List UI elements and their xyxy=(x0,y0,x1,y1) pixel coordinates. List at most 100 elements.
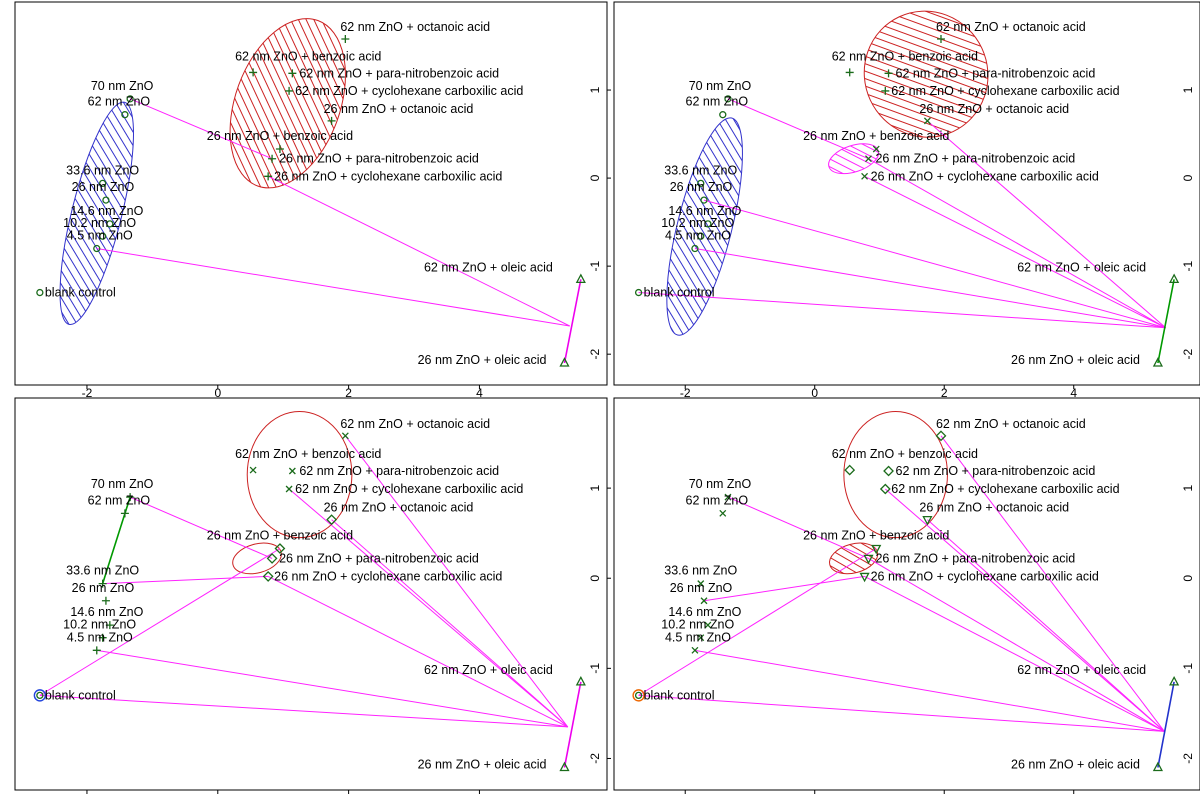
point-zno26-benzoic: 26 nm ZnO + benzoic acid xyxy=(207,129,353,154)
point-zno62: 62 nm ZnO xyxy=(686,95,749,119)
group-ellipse-blue xyxy=(59,101,134,326)
marker-zno62-octanoic xyxy=(341,34,350,43)
point-zno26-cyclohexane: 26 nm ZnO + cyclohexane carboxilic acid xyxy=(264,169,502,183)
point-zno62-benzoic: 62 nm ZnO + benzoic acid xyxy=(832,49,978,77)
y-tick-label: 1 xyxy=(1181,86,1195,93)
label-zno26-paranitrobenzoic: 26 nm ZnO + para-nitrobenzoic acid xyxy=(875,551,1075,565)
connector-line xyxy=(927,519,1165,732)
point-zno10: 10.2 nm ZnO xyxy=(661,618,735,642)
label-blank-control: blank control xyxy=(644,688,715,702)
label-zno26-cyclohexane: 26 nm ZnO + cyclohexane carboxilic acid xyxy=(274,569,502,583)
label-zno26-oleic: 26 nm ZnO + oleic acid xyxy=(1011,757,1140,771)
connector-line xyxy=(267,175,570,327)
label-zno62-paranitrobenzoic: 62 nm ZnO + para-nitrobenzoic acid xyxy=(299,464,499,478)
marker-zno26-octanoic xyxy=(922,516,933,526)
point-zno62-octanoic: 62 nm ZnO + octanoic acid xyxy=(340,20,490,43)
group-segment xyxy=(1157,279,1175,364)
point-zno33: 33.6 nm ZnO xyxy=(664,564,738,588)
group-segment xyxy=(101,496,131,584)
marker-zno26 xyxy=(700,196,708,204)
label-zno62-octanoic: 62 nm ZnO + octanoic acid xyxy=(936,20,1086,34)
point-zno62: 62 nm ZnO xyxy=(88,95,150,119)
point-zno26-octanoic: 26 nm ZnO + octanoic acid xyxy=(324,501,473,526)
connector-line xyxy=(638,694,1165,732)
connector-line xyxy=(344,435,569,728)
group-segment xyxy=(563,681,582,768)
marker-zno70 xyxy=(724,95,732,103)
point-zno62: 62 nm ZnO xyxy=(686,493,748,517)
marker-zno4 xyxy=(92,646,101,655)
panel-frame xyxy=(613,1,1200,386)
label-zno4: 4.5 nm ZnO xyxy=(665,630,731,644)
point-zno62-paranitrobenzoic: 62 nm ZnO + para-nitrobenzoic acid xyxy=(288,66,499,80)
marker-zno14 xyxy=(106,220,114,228)
x-tick-label: 2 xyxy=(345,386,352,400)
label-zno26-octanoic: 26 nm ZnO + octanoic acid xyxy=(919,102,1069,116)
marker-zno26-oleic xyxy=(559,357,570,367)
connector-line xyxy=(638,292,1166,329)
point-zno62-paranitrobenzoic: 62 nm ZnO + para-nitrobenzoic acid xyxy=(883,464,1095,478)
x-tick-label: 2 xyxy=(941,386,948,400)
point-zno62-benzoic: 62 nm ZnO + benzoic acid xyxy=(235,447,381,474)
connector-line xyxy=(96,649,568,728)
marker-zno26-octanoic xyxy=(327,116,336,125)
marker-zno26-cyclohexane xyxy=(859,572,870,583)
point-zno26-paranitrobenzoic: 26 nm ZnO + para-nitrobenzoic acid xyxy=(865,152,1075,166)
marker-zno26 xyxy=(101,596,110,605)
marker-zno26-benzoic xyxy=(871,544,882,555)
point-zno33: 33.6 nm ZnO xyxy=(66,564,139,588)
label-zno4: 4.5 nm ZnO xyxy=(67,630,133,644)
connector-line xyxy=(129,98,273,160)
y-tick-label: -1 xyxy=(1181,260,1195,271)
point-zno62: 62 nm ZnO xyxy=(88,493,150,518)
point-zno26-oleic: 26 nm ZnO + oleic acid xyxy=(1011,353,1163,367)
x-tick-label: -2 xyxy=(82,386,93,400)
label-zno33: 33.6 nm ZnO xyxy=(66,564,139,578)
point-zno26-paranitrobenzoic: 26 nm ZnO + para-nitrobenzoic acid xyxy=(268,152,479,166)
marker-zno26-benzoic xyxy=(274,543,286,554)
x-tick-label: 0 xyxy=(811,386,818,400)
marker-zno70 xyxy=(126,95,134,103)
point-zno26-benzoic: 26 nm ZnO + benzoic acid xyxy=(803,528,949,555)
point-zno62-octanoic: 62 nm ZnO + octanoic acid xyxy=(936,20,1086,43)
marker-zno62-octanoic xyxy=(341,432,349,440)
label-zno26-cyclohexane: 26 nm ZnO + cyclohexane carboxilic acid xyxy=(871,569,1099,583)
connector-line xyxy=(267,575,568,728)
marker-zno62-oleic xyxy=(1169,273,1180,283)
point-zno62-oleic: 62 nm ZnO + oleic acid xyxy=(424,260,586,283)
point-blank-control: blank control xyxy=(632,688,715,702)
point-zno62-cyclohexane: 62 nm ZnO + cyclohexane carboxilic acid xyxy=(881,84,1120,98)
marker-zno26-oleic xyxy=(559,761,570,772)
label-zno26-paranitrobenzoic: 26 nm ZnO + para-nitrobenzoic acid xyxy=(279,152,479,166)
y-tick-label: -1 xyxy=(588,260,602,271)
marker-zno4 xyxy=(93,244,101,253)
marker-zno62 xyxy=(719,509,727,517)
label-zno26-octanoic: 26 nm ZnO + octanoic acid xyxy=(919,501,1069,515)
marker-zno10 xyxy=(697,634,705,642)
x-tick-label: -2 xyxy=(680,386,691,400)
point-zno62-oleic: 62 nm ZnO + oleic acid xyxy=(424,663,586,686)
connector-line xyxy=(727,98,869,160)
panel-plot-area: 62 nm ZnO + octanoic acid 62 nm ZnO + ben… xyxy=(33,411,586,772)
point-zno62-octanoic: 62 nm ZnO + octanoic acid xyxy=(935,417,1086,442)
label-zno62-benzoic: 62 nm ZnO + benzoic acid xyxy=(235,49,381,63)
marker-zno62-oleic xyxy=(575,273,586,283)
label-zno62-octanoic: 62 nm ZnO + octanoic acid xyxy=(340,417,490,431)
group-ellipse-red xyxy=(246,411,353,539)
label-zno70: 70 nm ZnO xyxy=(689,79,752,93)
marker-zno26-cyclohexane xyxy=(264,172,273,181)
marker-zno26-paranitrobenzoic xyxy=(865,155,872,163)
label-zno62: 62 nm ZnO xyxy=(686,95,749,109)
connector-line xyxy=(703,199,1166,329)
y-tick-label: -2 xyxy=(588,349,602,360)
connector-line xyxy=(694,649,1165,732)
y-tick-label: -1 xyxy=(588,663,602,674)
point-zno26: 26 nm ZnO xyxy=(72,180,134,204)
connector-line xyxy=(940,435,1165,732)
group-ellipse-red xyxy=(843,411,948,539)
marker-zno14 xyxy=(704,220,712,228)
marker-zno26 xyxy=(700,597,708,605)
label-zno62-cyclohexane: 62 nm ZnO + cyclohexane carboxilic acid xyxy=(891,84,1119,98)
